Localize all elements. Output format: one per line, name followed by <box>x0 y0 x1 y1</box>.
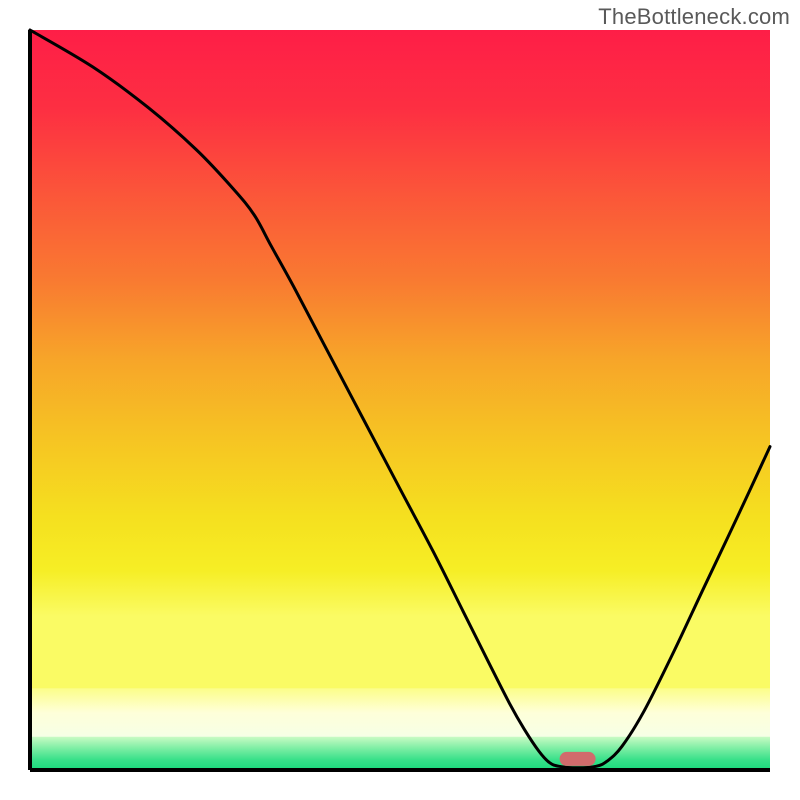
heat-band-green <box>30 737 770 771</box>
watermark-text: TheBottleneck.com <box>598 4 790 30</box>
heat-band-main <box>30 30 770 689</box>
heat-band-transition <box>30 689 770 737</box>
chart-svg <box>0 0 800 800</box>
figure-root: TheBottleneck.com <box>0 0 800 800</box>
optimal-marker <box>560 752 596 766</box>
